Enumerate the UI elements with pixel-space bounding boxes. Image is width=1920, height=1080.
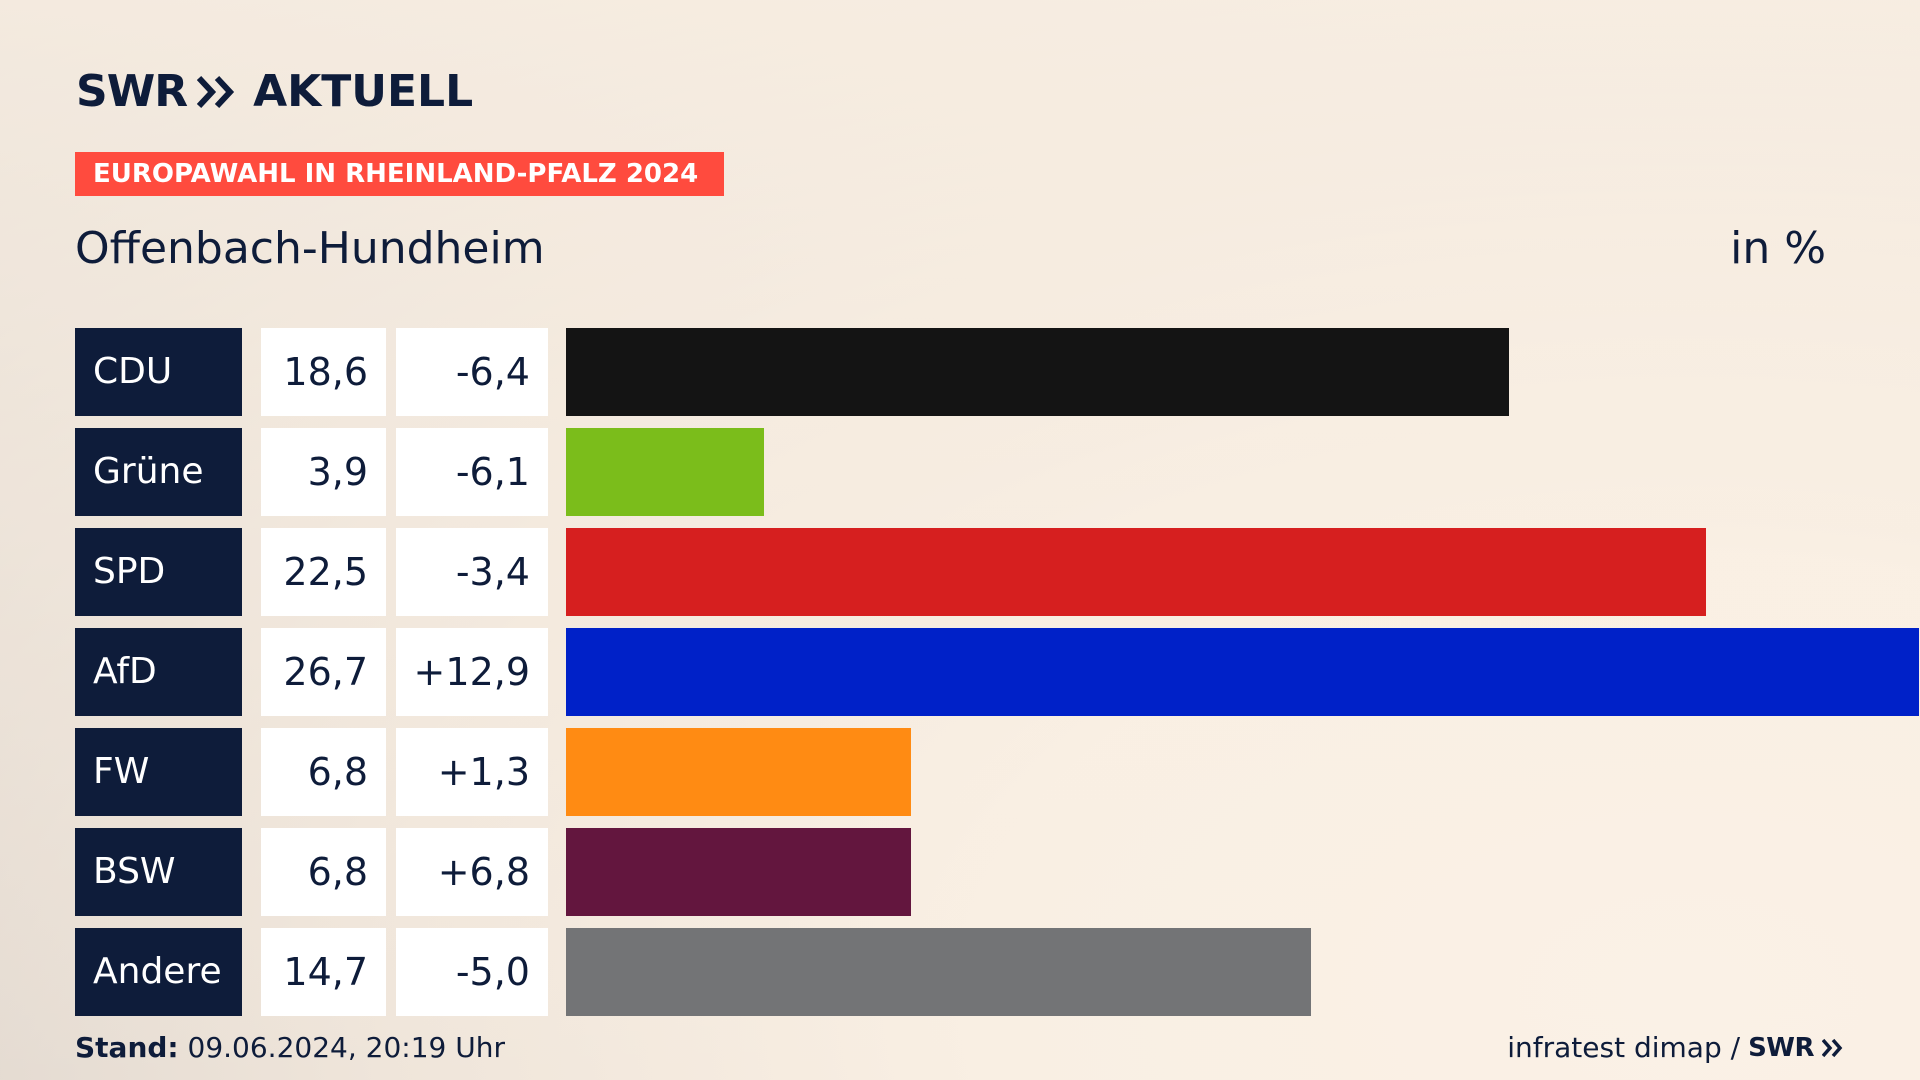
timestamp: Stand: 09.06.2024, 20:19 Uhr (75, 1030, 505, 1066)
bar-afd (566, 628, 1919, 716)
result-row: SPD 22,5 -3,4 (75, 528, 1845, 616)
party-label: CDU (75, 328, 242, 416)
party-label: Grüne (75, 428, 242, 516)
election-banner: EUROPAWAHL IN RHEINLAND-PFALZ 2024 (75, 152, 724, 196)
vote-share-value: 22,5 (261, 528, 386, 616)
bar-cdu (566, 328, 1509, 416)
source-brand: SWR (1748, 1033, 1814, 1063)
unit-label: in % (1730, 223, 1826, 274)
party-label: Andere (75, 928, 242, 1016)
vote-change-value: -3,4 (396, 528, 548, 616)
result-row: AfD 26,7 +12,9 (75, 628, 1919, 716)
swr-aktuell-logo: SWR AKTUELL (76, 66, 473, 118)
result-row: BSW 6,8 +6,8 (75, 828, 1845, 916)
vote-share-value: 18,6 (261, 328, 386, 416)
vote-share-value: 14,7 (261, 928, 386, 1016)
party-label: BSW (75, 828, 242, 916)
result-row: Andere 14,7 -5,0 (75, 928, 1845, 1016)
result-row: FW 6,8 +1,3 (75, 728, 1845, 816)
vote-change-value: -6,4 (396, 328, 548, 416)
vote-share-value: 3,9 (261, 428, 386, 516)
result-row: Grüne 3,9 -6,1 (75, 428, 1845, 516)
logo-swr-text: SWR (76, 66, 188, 117)
bar-andere (566, 928, 1311, 1016)
stand-value: 09.06.2024, 20:19 Uhr (178, 1031, 505, 1064)
bar-bsw (566, 828, 911, 916)
vote-share-value: 26,7 (261, 628, 386, 716)
stand-label: Stand: (75, 1031, 179, 1064)
party-label: SPD (75, 528, 242, 616)
vote-change-value: +6,8 (396, 828, 548, 916)
party-label: AfD (75, 628, 242, 716)
vote-share-value: 6,8 (261, 728, 386, 816)
vote-change-value: +1,3 (396, 728, 548, 816)
vote-change-value: -6,1 (396, 428, 548, 516)
vote-change-value: -5,0 (396, 928, 548, 1016)
logo-aktuell-text: AKTUELL (253, 66, 474, 117)
bar-gr-ne (566, 428, 764, 516)
vote-change-value: +12,9 (396, 628, 548, 716)
municipality-title: Offenbach-Hundheim (75, 223, 545, 274)
vote-share-value: 6,8 (261, 828, 386, 916)
bar-spd (566, 528, 1706, 616)
small-double-chevron-icon (1822, 1038, 1843, 1058)
party-label: FW (75, 728, 242, 816)
result-row: CDU 18,6 -6,4 (75, 328, 1845, 416)
source-credit: infratest dimap / SWR (1507, 1030, 1846, 1066)
bar-fw (566, 728, 911, 816)
double-chevron-icon (197, 75, 235, 109)
source-text: infratest dimap / (1507, 1031, 1741, 1064)
